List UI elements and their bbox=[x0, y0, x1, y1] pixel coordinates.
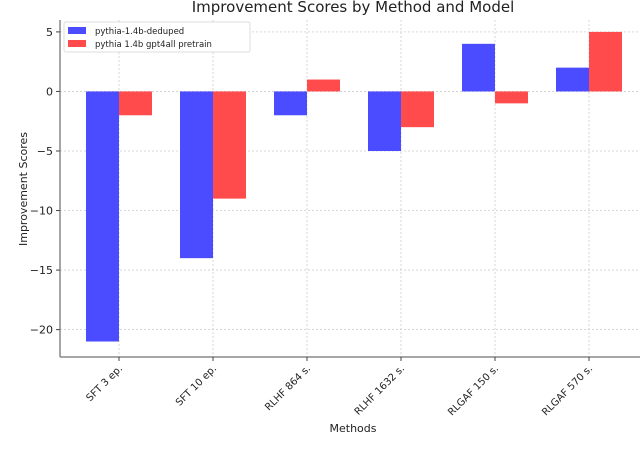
y-tick-label: −10 bbox=[30, 205, 53, 218]
legend-label: pythia 1.4b gpt4all pretrain bbox=[95, 40, 212, 50]
legend-box bbox=[63, 21, 251, 53]
x-axis-label: Methods bbox=[330, 422, 377, 435]
legend: pythia-1.4b-deduped pythia 1.4b gpt4all p… bbox=[63, 21, 251, 53]
bar-deduped bbox=[86, 91, 119, 342]
bar-gpt4all bbox=[401, 91, 434, 128]
legend-swatch bbox=[68, 27, 86, 34]
legend-swatch bbox=[68, 40, 86, 47]
bar-deduped bbox=[180, 91, 213, 259]
bar-gpt4all bbox=[589, 31, 622, 92]
x-tick-label: RLHF 864 s. bbox=[263, 363, 313, 413]
y-axis-label: Improvement Scores bbox=[17, 132, 30, 246]
bar-gpt4all bbox=[307, 79, 340, 92]
y-tick-label: 5 bbox=[46, 26, 53, 39]
x-tick-label: RLGAF 570 s. bbox=[540, 363, 595, 418]
bar-gpt4all bbox=[213, 91, 246, 199]
y-tick-label: −15 bbox=[30, 264, 53, 277]
bar-deduped bbox=[274, 91, 307, 116]
bar-deduped bbox=[462, 43, 495, 92]
bar-gpt4all bbox=[119, 91, 152, 116]
legend-label: pythia-1.4b-deduped bbox=[95, 27, 184, 37]
bar-deduped bbox=[556, 67, 589, 92]
x-tick-label: SFT 10 ep. bbox=[174, 363, 219, 408]
y-tick-label: −20 bbox=[30, 324, 53, 337]
bar-gpt4all bbox=[495, 91, 528, 104]
chart-title: Improvement Scores by Method and Model bbox=[192, 0, 515, 16]
x-tick-label: RLHF 1632 s. bbox=[353, 363, 407, 417]
x-tick-label: SFT 3 ep. bbox=[85, 363, 126, 404]
y-tick-label: 0 bbox=[46, 85, 53, 98]
bar-deduped bbox=[368, 91, 401, 151]
x-tick-label: RLGAF 150 s. bbox=[446, 363, 501, 418]
y-tick-label: −5 bbox=[37, 145, 53, 158]
